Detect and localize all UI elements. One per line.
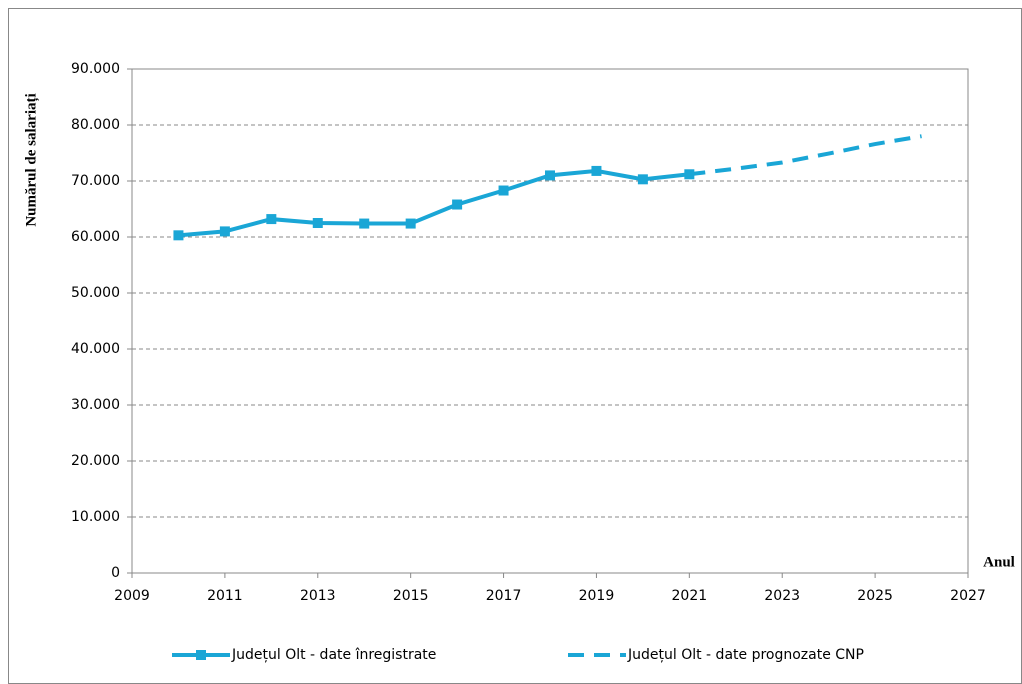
- x-tick-label: 2011: [207, 588, 243, 604]
- plot-frame: [131, 68, 969, 574]
- legend-marker: [196, 650, 206, 660]
- data-point: [266, 214, 277, 225]
- y-tick-label: 0: [111, 565, 120, 581]
- y-tick-label: 60.000: [71, 229, 120, 245]
- x-tick-label: 2023: [764, 588, 800, 604]
- x-tick-label: 2015: [393, 588, 429, 604]
- y-tick-label: 20.000: [71, 453, 120, 469]
- x-tick-label: 2017: [486, 588, 522, 604]
- x-axis-label: Anul: [983, 554, 1015, 570]
- data-point: [545, 170, 555, 181]
- x-tick-label: 2025: [857, 588, 893, 604]
- y-tick-label: 70.000: [71, 173, 120, 189]
- data-point: [219, 226, 230, 237]
- y-tick-label: 50.000: [71, 285, 120, 301]
- chart-frame: [8, 8, 1022, 684]
- data-point: [591, 165, 602, 176]
- data-point: [452, 199, 463, 210]
- x-tick-label: 2021: [672, 588, 708, 604]
- series-line: [178, 168, 690, 238]
- x-tick-label: 2019: [579, 588, 615, 604]
- x-tick-label: 2013: [300, 588, 336, 604]
- x-tick-label: 2027: [950, 588, 986, 604]
- data-point: [359, 218, 370, 229]
- data-point: [498, 185, 509, 196]
- series-line: [689, 134, 922, 177]
- y-tick-label: 90.000: [71, 61, 120, 77]
- y-tick-label: 30.000: [71, 397, 120, 413]
- y-tick-label: 80.000: [71, 117, 120, 133]
- legend-label: Județul Olt - date prognozate CNP: [627, 647, 864, 663]
- data-point: [637, 174, 648, 185]
- data-point: [405, 218, 416, 229]
- data-point: [312, 218, 323, 228]
- data-point: [173, 230, 184, 241]
- x-tick-label: 2009: [114, 588, 150, 604]
- y-tick-label: 10.000: [71, 509, 120, 525]
- legend-label: Județul Olt - date înregistrate: [231, 647, 436, 663]
- y-tick-label: 40.000: [71, 341, 120, 357]
- y-axis-label: Numărul de salariați: [23, 93, 39, 226]
